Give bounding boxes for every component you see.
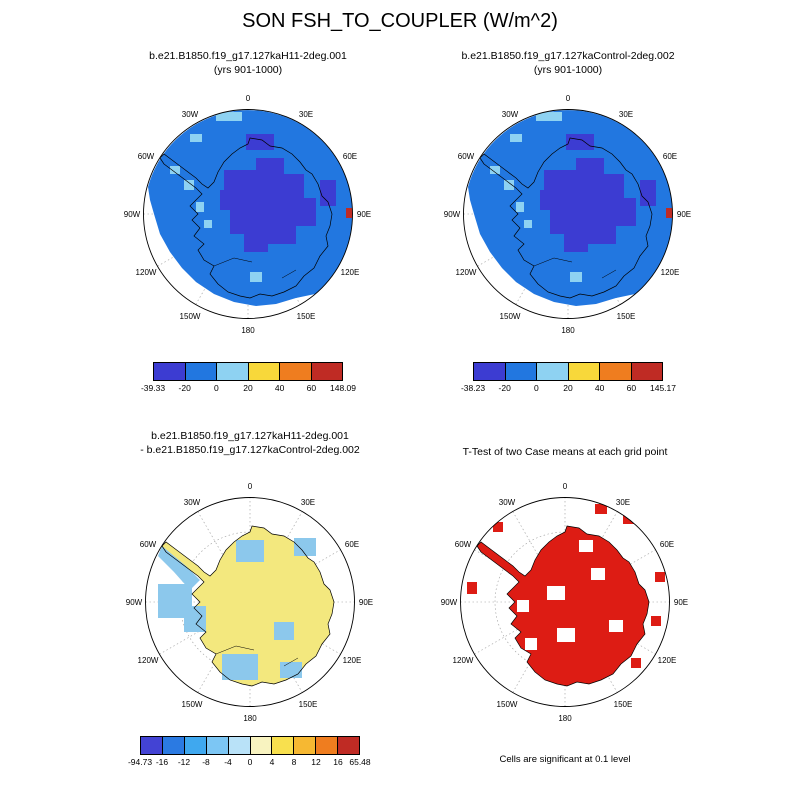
page-title: SON FSH_TO_COUPLER (W/m^2) [242,10,558,32]
map-case2 [443,94,692,335]
colorbar-case2: -38.23 -20 0 20 40 60 145.17 [460,362,676,393]
panel3-title-line2: - b.e21.B1850.f19_g17.127kaControl-2deg.… [140,443,360,456]
map-boundary [463,109,673,319]
map-ttest [440,482,689,723]
map-difference [125,482,374,723]
panel4-title: T-Test of two Case means at each grid po… [415,446,715,460]
colorbar-segments [473,362,663,381]
colorbar-ticks: -39.33 -20 0 20 40 60 148.09 [140,383,356,393]
panel3-title-line1: b.e21.B1850.f19_g17.127kaH11-2deg.001 [151,430,349,442]
panel3-title: b.e21.B1850.f19_g17.127kaH11-2deg.001 - … [100,430,400,457]
colorbar-segments [153,362,343,381]
panel2-title: b.e21.B1850.f19_g17.127kaControl-2deg.00… [418,50,718,77]
colorbar-ticks: -38.23 -20 0 20 40 60 145.17 [460,383,676,393]
panel4-title-line1: T-Test of two Case means at each grid po… [462,446,668,458]
map-case1 [123,94,372,335]
map-boundary [145,497,355,707]
panel1-title-line2: (yrs 901-1000) [213,63,283,76]
panel2-title-line1: b.e21.B1850.f19_g17.127kaControl-2deg.00… [461,50,675,62]
colorbar-case1: -39.33 -20 0 20 40 60 148.09 [140,362,356,393]
colorbar-segments [140,736,361,755]
significance-note: Cells are significant at 0.1 level [499,754,631,765]
map-boundary [143,109,353,319]
colorbar-ticks: -94.73 -16 -12 -8 -4 0 4 8 12 16 65.48 [127,757,371,767]
colorbar-difference: -94.73 -16 -12 -8 -4 0 4 8 12 16 65.48 [127,736,371,767]
panel2-title-line2: (yrs 901-1000) [533,63,603,76]
panel1-title: b.e21.B1850.f19_g17.127kaH11-2deg.001 (y… [98,50,398,77]
map-boundary [460,497,670,707]
panel1-title-line1: b.e21.B1850.f19_g17.127kaH11-2deg.001 [149,50,347,62]
